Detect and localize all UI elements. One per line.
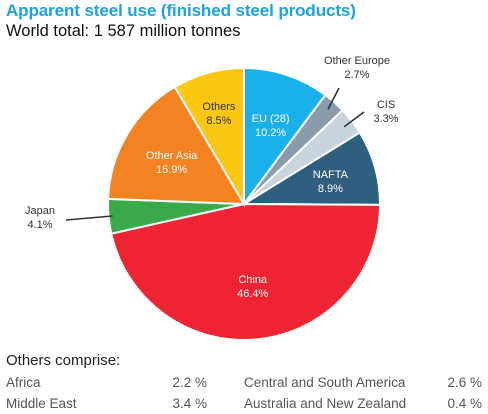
slice-label-cis: CIS <box>377 99 395 111</box>
slice-label-china: China <box>238 274 268 286</box>
pie-slice-other-asia <box>107 85 246 206</box>
slice-label-japan: Japan <box>25 205 55 217</box>
slice-value-china: 46.4% <box>237 288 268 300</box>
leader-line-japan <box>65 215 113 221</box>
others-item-value: 3.4 % <box>172 396 207 411</box>
others-item-label: Australia and New Zealand <box>244 396 407 411</box>
slice-value-others: 8.5% <box>206 115 231 127</box>
others-item-label: Central and South America <box>244 375 406 390</box>
slice-value-nafta: 8.9% <box>318 183 343 195</box>
others-item-value: 2.6 % <box>447 375 482 390</box>
leader-lines <box>65 87 365 221</box>
others-item-value: 2.2 % <box>172 375 207 390</box>
others-heading: Others comprise: <box>6 352 121 369</box>
chart-title: Apparent steel use (finished steel produ… <box>6 1 356 20</box>
pie-slices <box>107 66 382 341</box>
slice-labels: EU (28) 10.2% Other Europe 2.7% CIS 3.3% NAFTA… <box>25 55 399 300</box>
slice-label-nafta: NAFTA <box>313 169 349 181</box>
others-item-label: Middle East <box>6 396 77 411</box>
slice-label-other-europe: Other Europe <box>324 55 390 67</box>
slice-label-eu-28: EU (28) <box>252 113 290 125</box>
slice-value-other-europe: 2.7% <box>344 69 369 81</box>
slice-value-cis: 3.3% <box>373 113 398 125</box>
slice-value-japan: 4.1% <box>27 219 52 231</box>
pie-slice-china <box>110 202 382 341</box>
others-item-label: Africa <box>6 375 41 390</box>
others-item-value: 0.4 % <box>447 396 482 411</box>
pie-slice-eu-28 <box>243 66 327 208</box>
slice-label-other-asia: Other Asia <box>146 150 198 162</box>
pie-slice-others <box>173 66 245 208</box>
slice-label-others: Others <box>202 101 236 113</box>
leader-line-other-europe <box>327 87 340 110</box>
leader-line-cis <box>343 111 365 128</box>
slice-value-other-asia: 15.9% <box>156 164 187 176</box>
slice-value-eu-28: 10.2% <box>255 127 286 139</box>
chart-subtitle: World total: 1 587 million tonnes <box>6 22 241 40</box>
